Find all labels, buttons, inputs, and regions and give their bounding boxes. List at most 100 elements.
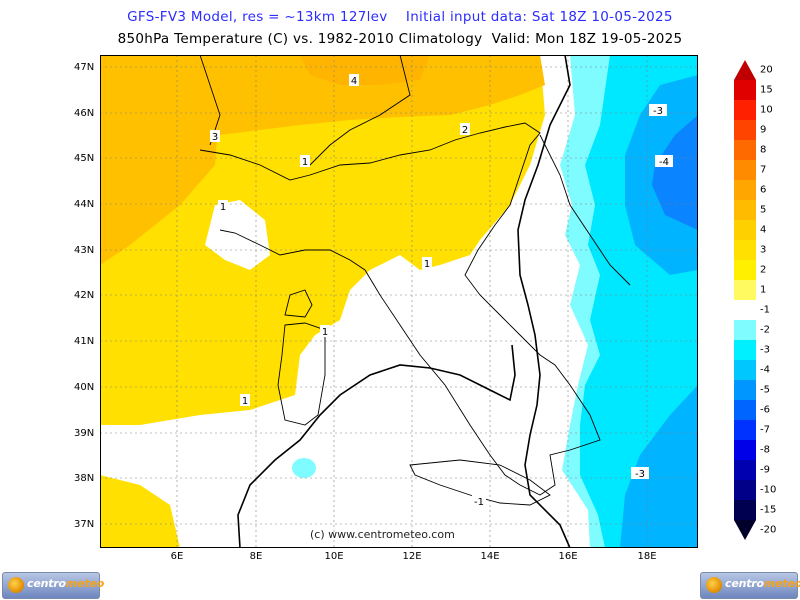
lon-label: 16E — [558, 551, 578, 562]
lat-label: 39N — [74, 428, 95, 439]
legend-band — [734, 320, 756, 341]
legend-label: -6 — [760, 404, 770, 416]
contour-labels: 4 3 2 1 1 1 1 1 -1 -3 -4 -3 — [210, 74, 673, 508]
lat-label: 46N — [74, 108, 95, 119]
legend-band — [734, 140, 756, 161]
legend-band — [734, 340, 756, 361]
warm-area-plus3 — [300, 55, 430, 85]
contour-label-1: 1 — [240, 394, 250, 407]
contour-label-minus4: -4 — [655, 155, 673, 168]
legend-band — [734, 260, 756, 281]
legend-label: 4 — [760, 224, 767, 236]
lat-label: 41N — [74, 336, 95, 347]
lat-label: 45N — [74, 153, 95, 164]
climatology-contours — [237, 55, 571, 548]
warm-area-plus2-north — [190, 55, 545, 135]
cool-area-minus3-south — [620, 385, 698, 548]
legend-band — [734, 80, 756, 101]
contour-label-text: -3 — [635, 469, 645, 480]
lon-label: 18E — [637, 551, 657, 562]
contour-label-text: 1 — [322, 327, 328, 338]
legend-band — [734, 220, 756, 241]
contour-label-2: 2 — [460, 123, 470, 136]
legend-bottom-arrow — [734, 520, 756, 540]
legend-label: 9 — [760, 124, 767, 136]
contour-label-minus1: -1 — [472, 495, 486, 508]
contour-label-1: 1 — [218, 200, 228, 213]
contour-label-text: 2 — [462, 125, 468, 136]
contour-label-text: 1 — [220, 202, 226, 213]
model-info-title: GFS-FV3 Model, res = ~13km 127lev Initia… — [127, 9, 673, 25]
lat-label: 43N — [74, 245, 95, 256]
legend-bands — [734, 80, 756, 521]
legend-band — [734, 280, 756, 301]
contour-label-minus3: -3 — [631, 467, 649, 480]
contour-label-text: 4 — [351, 76, 357, 87]
legend-label: 5 — [760, 204, 767, 216]
neutral-area-ligurian — [205, 200, 270, 270]
legend-band — [734, 380, 756, 401]
lat-label: 42N — [74, 290, 95, 301]
legend-band — [734, 180, 756, 201]
logo-brand-b: meteo — [65, 577, 105, 590]
legend-label: -15 — [760, 504, 777, 516]
contour-label-text: -1 — [474, 497, 484, 508]
globe-icon — [8, 577, 24, 593]
legend-label: 1 — [760, 284, 767, 296]
legend-label: -1 — [760, 304, 770, 316]
lon-label: 10E — [324, 551, 344, 562]
chart-title: 850hPa Temperature (C) vs. 1982-2010 Cli… — [117, 31, 683, 47]
map-frame — [100, 55, 698, 548]
lat-label: 44N — [74, 199, 95, 210]
legend-label: -10 — [760, 484, 777, 496]
contour-label-1: 1 — [422, 257, 432, 270]
legend-label: 2 — [760, 264, 767, 276]
lon-label: 14E — [480, 551, 500, 562]
legend-label: -3 — [760, 344, 770, 356]
legend-label: 20 — [760, 64, 773, 76]
cool-spot-tyrrhenian — [292, 458, 316, 478]
legend-band — [734, 100, 756, 121]
legend-band — [734, 420, 756, 441]
centrometeo-logo-left[interactable]: centrometeo — [2, 572, 104, 599]
legend-band — [734, 240, 756, 261]
lon-label: 12E — [402, 551, 422, 562]
globe-icon — [706, 577, 722, 593]
graticule — [100, 55, 698, 548]
lon-label: 6E — [170, 551, 184, 562]
contour-label-1: 1 — [320, 325, 330, 338]
contour-label-3: 3 — [210, 130, 220, 143]
legend-label: -20 — [760, 524, 777, 536]
legend-band — [734, 200, 756, 221]
legend-band — [734, 440, 756, 461]
centrometeo-logo-right[interactable]: centrometeo — [700, 572, 800, 599]
contour-label-text: 3 — [212, 132, 218, 143]
legend-label: 6 — [760, 184, 767, 196]
legend-label: 7 — [760, 164, 767, 176]
legend-label: -4 — [760, 364, 770, 376]
lat-label: 37N — [74, 519, 95, 530]
legend-band — [734, 460, 756, 481]
legend-band — [734, 120, 756, 141]
legend-label: -9 — [760, 464, 770, 476]
logo-brand-a: centro — [725, 577, 764, 590]
lat-label: 47N — [74, 62, 95, 73]
contour-label-text: -4 — [659, 157, 669, 168]
contour-label-4: 4 — [349, 74, 359, 87]
contour-label-text: 1 — [424, 259, 430, 270]
legend-band — [734, 300, 756, 321]
legend-label: -7 — [760, 424, 770, 436]
legend-band — [734, 360, 756, 381]
legend-band — [734, 400, 756, 421]
map-watermark: (c) www.centrometeo.com — [310, 528, 455, 541]
legend-label: 8 — [760, 144, 767, 156]
logo-brand-a: centro — [27, 577, 66, 590]
cool-area-minus4 — [652, 115, 698, 230]
warm-area-plus1-south — [100, 475, 180, 548]
contour-label-text: 1 — [242, 396, 248, 407]
contour-label-text: -3 — [653, 106, 663, 117]
legend-band — [734, 480, 756, 501]
legend-label: -5 — [760, 384, 770, 396]
legend-label: -8 — [760, 444, 770, 456]
legend-label: 15 — [760, 84, 773, 96]
